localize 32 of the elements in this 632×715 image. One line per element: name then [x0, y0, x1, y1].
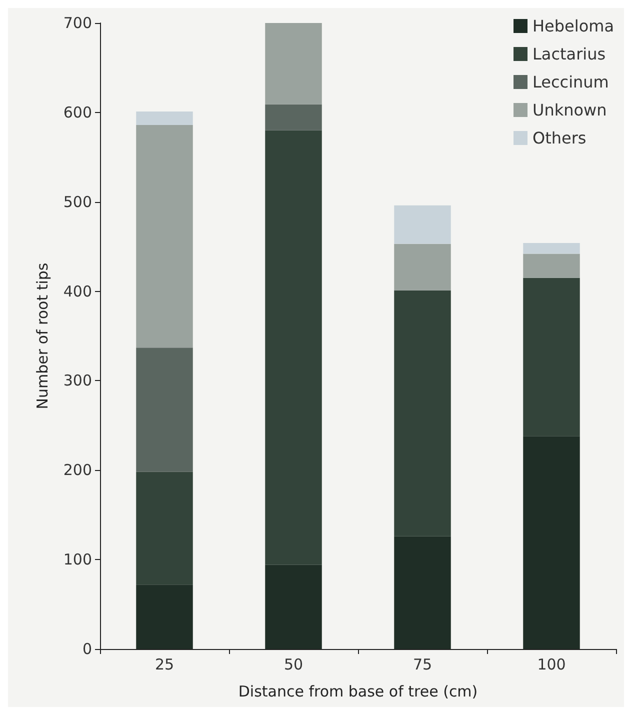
bar [394, 244, 451, 290]
bar [523, 278, 580, 436]
x-tick-label: 50 [284, 656, 304, 674]
bar [136, 348, 193, 472]
y-tick-label: 600 [63, 103, 92, 122]
bar [523, 254, 580, 278]
y-axis-title: Number of root tips [34, 262, 52, 410]
x-tick-label: 100 [537, 656, 566, 674]
legend-label: Others [532, 128, 586, 148]
y-tick-label: 500 [63, 192, 92, 211]
legend-label: Unknown [532, 100, 607, 120]
bar [394, 290, 451, 536]
legend-label: Hebeloma [532, 16, 614, 36]
legend-label: Lactarius [532, 44, 606, 64]
y-tick-label: 300 [63, 372, 92, 390]
x-axis-title: Distance from base of tree (cm) [238, 682, 478, 700]
bar [394, 205, 451, 244]
x-tick-label: 25 [154, 656, 174, 674]
bar [265, 23, 322, 104]
y-tick-label: 400 [63, 282, 92, 300]
x-tick-label: 75 [412, 656, 432, 674]
y-tick-label: 700 [63, 14, 92, 32]
bar [265, 130, 322, 565]
bar [136, 472, 193, 585]
bar [523, 242, 580, 254]
bar [136, 124, 193, 348]
y-tick-label: 200 [63, 461, 92, 480]
y-tick-label: 0 [82, 640, 92, 658]
y-tick-label: 100 [63, 550, 92, 569]
bar [136, 112, 193, 125]
bar [265, 104, 322, 130]
legend-label: Leccinum [532, 72, 609, 92]
